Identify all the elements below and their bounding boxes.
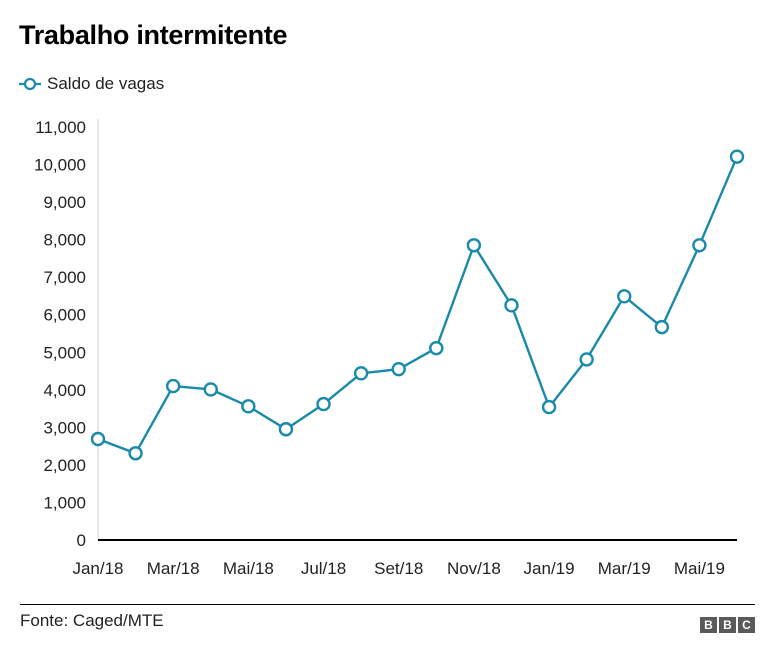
footer-divider [20,604,755,605]
x-tick-label: Mar/18 [147,559,200,578]
y-tick-label: 1,000 [43,493,86,512]
bbc-logo-letter: B [719,617,736,633]
data-point [541,399,557,415]
data-point [391,361,406,377]
x-tick-label: Mai/19 [674,559,725,578]
y-axis: 0 1,000 2,000 3,000 4,000 5,000 6,000 7,000 8,00… [34,118,99,550]
chart-title: Trabalho intermitente [19,20,288,50]
y-tick-label: 10,000 [34,156,86,175]
y-tick-label: 9,000 [43,193,86,212]
data-point [203,382,218,397]
y-tick-label: 7,000 [43,268,86,287]
x-tick-label: Jan/18 [72,559,123,578]
series-line [97,156,739,455]
data-point [654,319,670,335]
bbc-logo: B B C [700,617,755,633]
x-tick-label: Set/18 [374,559,423,578]
y-tick-label: 8,000 [43,231,86,250]
y-tick-label: 5,000 [43,343,86,362]
data-point [504,298,519,313]
data-point [579,352,594,367]
y-tick-label: 0 [77,531,86,550]
x-tick-label: Mai/18 [223,559,274,578]
y-tick-label: 4,000 [43,381,86,400]
data-point [353,366,369,381]
data-point [165,378,181,394]
bbc-logo-letter: C [738,617,755,633]
data-point [429,340,444,356]
bbc-logo-letter: B [700,617,717,633]
y-tick-label: 3,000 [43,418,86,437]
data-point [278,422,294,437]
y-tick-label: 11,000 [35,118,86,137]
source-note: Fonte: Caged/MTE [20,611,164,630]
data-point [692,238,707,253]
x-tick-label: Jul/18 [301,559,346,578]
legend-label: Saldo de vagas [47,74,165,93]
line-chart: 0 1,000 2,000 3,000 4,000 5,000 6,000 7,000 8,00… [34,118,745,578]
data-point [90,431,106,447]
data-point [617,289,632,304]
y-tick-label: 2,000 [43,456,86,475]
data-point [466,238,482,253]
data-point [128,446,143,461]
line-circle-marker-icon [19,77,41,91]
data-point [241,399,256,414]
x-tick-label: Jan/19 [524,559,575,578]
legend: Saldo de vagas [19,73,164,95]
data-point [729,149,745,164]
x-tick-label: Nov/18 [447,559,501,578]
series-saldo-de-vagas [90,149,745,461]
x-axis: Jan/18 Mar/18 Mai/18 Jul/18 Set/18 Nov/18 Jan/… [72,539,737,578]
x-tick-label: Mar/19 [598,559,651,578]
y-tick-label: 6,000 [43,306,86,325]
data-point [316,396,331,412]
